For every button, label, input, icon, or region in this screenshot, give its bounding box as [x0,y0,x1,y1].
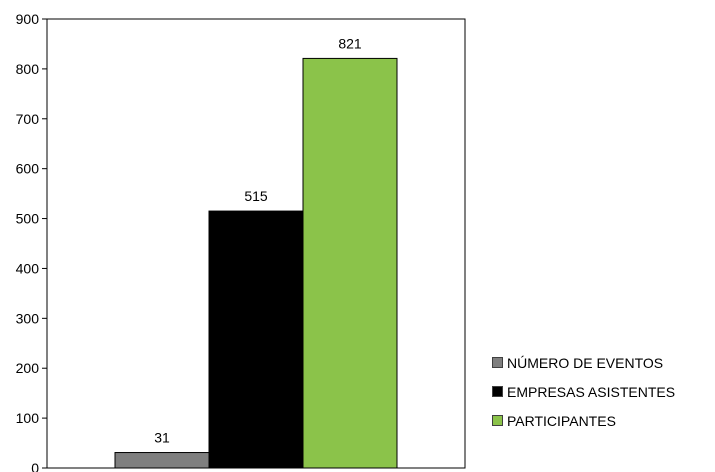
bars [114,57,398,469]
legend-swatch-gray [492,357,503,368]
y-tick-label: 200 [16,360,40,376]
legend-item-empresas-asistentes: EMPRESAS ASISTENTES [492,377,675,406]
data-label-3: 821 [338,35,362,51]
y-axis: 0 100 200 300 400 500 600 700 800 900 [16,11,47,472]
y-tick-label: 600 [16,161,40,177]
bar-2 [208,210,304,469]
legend-label: EMPRESAS ASISTENTES [507,383,676,400]
y-tick-label: 400 [16,260,40,276]
y-tick-label: 900 [16,11,40,27]
data-labels: 31 515 821 [154,35,362,445]
bar-1 [114,452,210,469]
y-tick-label: 800 [16,61,40,77]
legend-label: NÚMERO DE EVENTOS [507,354,664,371]
legend: NÚMERO DE EVENTOS EMPRESAS ASISTENTES PA… [492,348,675,435]
y-tick-label: 0 [31,460,39,472]
y-tick-label: 100 [16,410,40,426]
legend-label: PARTICIPANTES [507,412,616,429]
y-tick-label: 700 [16,111,40,127]
data-label-1: 31 [154,430,170,446]
y-tick-label: 300 [16,310,40,326]
legend-swatch-black [492,386,503,397]
bar-3 [302,57,398,469]
legend-item-numero-de-eventos: NÚMERO DE EVENTOS [492,348,675,377]
data-label-2: 515 [244,188,268,204]
y-tick-label: 500 [16,211,40,227]
legend-swatch-green [492,415,503,426]
legend-item-participantes: PARTICIPANTES [492,406,675,435]
